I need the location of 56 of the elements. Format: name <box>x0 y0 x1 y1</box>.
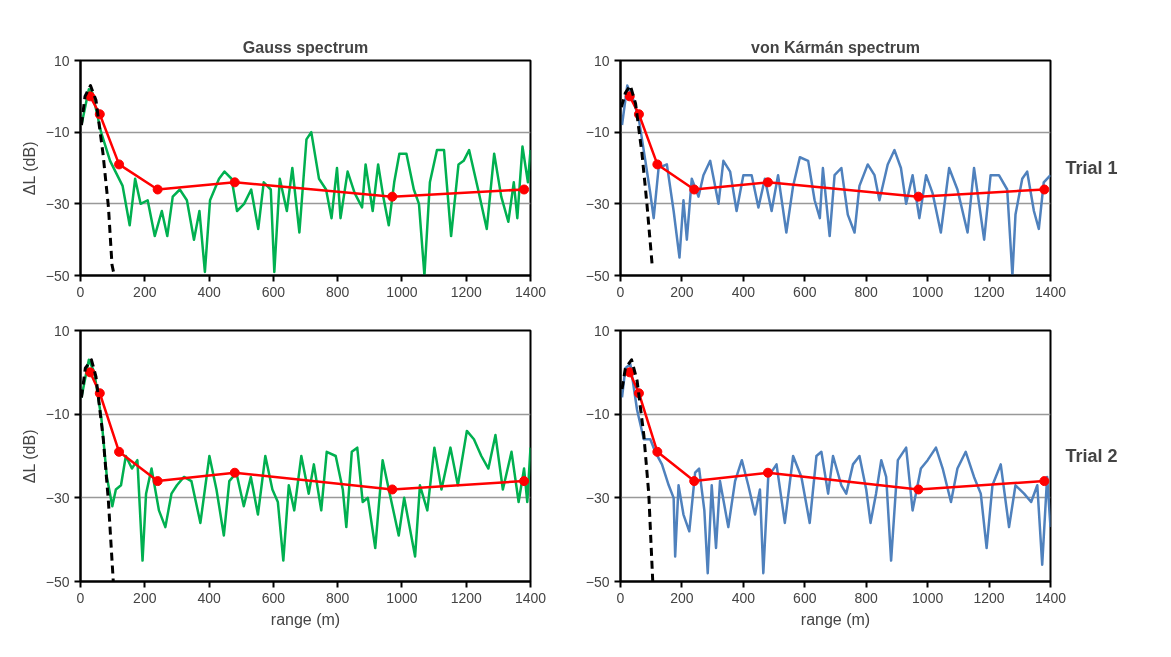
x-tick-label: 200 <box>670 589 694 606</box>
y-tick-label: −50 <box>585 267 610 284</box>
x-tick-label: 400 <box>197 589 221 606</box>
x-tick-label: 1200 <box>973 589 1005 606</box>
x-tick-label: 1400 <box>1034 283 1067 300</box>
x-tick-label: 1400 <box>1034 589 1067 606</box>
y-tick-label: 10 <box>53 52 70 69</box>
y-tick-label: −10 <box>585 124 610 141</box>
x-tick-label: 0 <box>616 589 625 606</box>
x-tick-label: 1000 <box>912 589 944 606</box>
x-tick-label: 0 <box>76 589 85 606</box>
x-tick-label: 400 <box>731 283 756 300</box>
x-tick-label: 800 <box>854 589 879 606</box>
text: Trial 2 <box>1065 446 1118 466</box>
x-tick-label: 600 <box>793 589 817 606</box>
text: Trial 1 <box>1065 158 1118 178</box>
x-axis-title: range (m) <box>800 610 871 628</box>
y-tick-label: −50 <box>45 267 70 284</box>
y-tick-label: −50 <box>45 573 70 590</box>
x-tick-label: 1200 <box>450 589 482 606</box>
x-tick-label: 200 <box>133 589 157 606</box>
x-tick-label: 1000 <box>386 283 418 300</box>
y-tick-label: −10 <box>585 406 610 423</box>
x-tick-label: 0 <box>76 283 85 300</box>
x-tick-label: 1000 <box>386 589 418 606</box>
y-tick-label: −30 <box>45 195 70 212</box>
x-tick-label: 200 <box>133 283 157 300</box>
x-axis-title: range (m) <box>270 610 341 628</box>
x-tick-label: 1200 <box>973 283 1005 300</box>
y-tick-label: −50 <box>585 573 610 590</box>
x-tick-label: 400 <box>197 283 221 300</box>
x-tick-label: 1000 <box>912 283 944 300</box>
x-tick-label: 1200 <box>450 283 482 300</box>
y-tick-label: −30 <box>585 489 610 506</box>
y-tick-label: 10 <box>53 322 70 339</box>
x-tick-label: 200 <box>670 283 694 300</box>
y-tick-label: 10 <box>593 52 610 69</box>
y-tick-label: −10 <box>45 406 70 423</box>
x-tick-label: 0 <box>616 283 625 300</box>
x-tick-label: 800 <box>325 589 350 606</box>
x-tick-label: 1400 <box>514 589 547 606</box>
y-axis-title: ΔL (dB) <box>20 141 38 196</box>
x-tick-label: 600 <box>793 283 817 300</box>
x-tick-label: 600 <box>261 283 286 300</box>
x-tick-label: 800 <box>325 283 350 300</box>
chart-title: von Kármán spectrum <box>751 38 920 56</box>
chart-title: Gauss spectrum <box>242 38 369 56</box>
x-tick-label: 400 <box>731 589 756 606</box>
y-tick-label: −10 <box>45 124 70 141</box>
x-tick-label: 800 <box>854 283 879 300</box>
y-axis-title: ΔL (dB) <box>20 429 38 484</box>
y-tick-label: −30 <box>585 195 610 212</box>
x-tick-label: 600 <box>261 589 286 606</box>
x-tick-label: 1400 <box>514 283 547 300</box>
y-tick-label: −30 <box>45 489 70 506</box>
y-tick-label: 10 <box>593 322 610 339</box>
